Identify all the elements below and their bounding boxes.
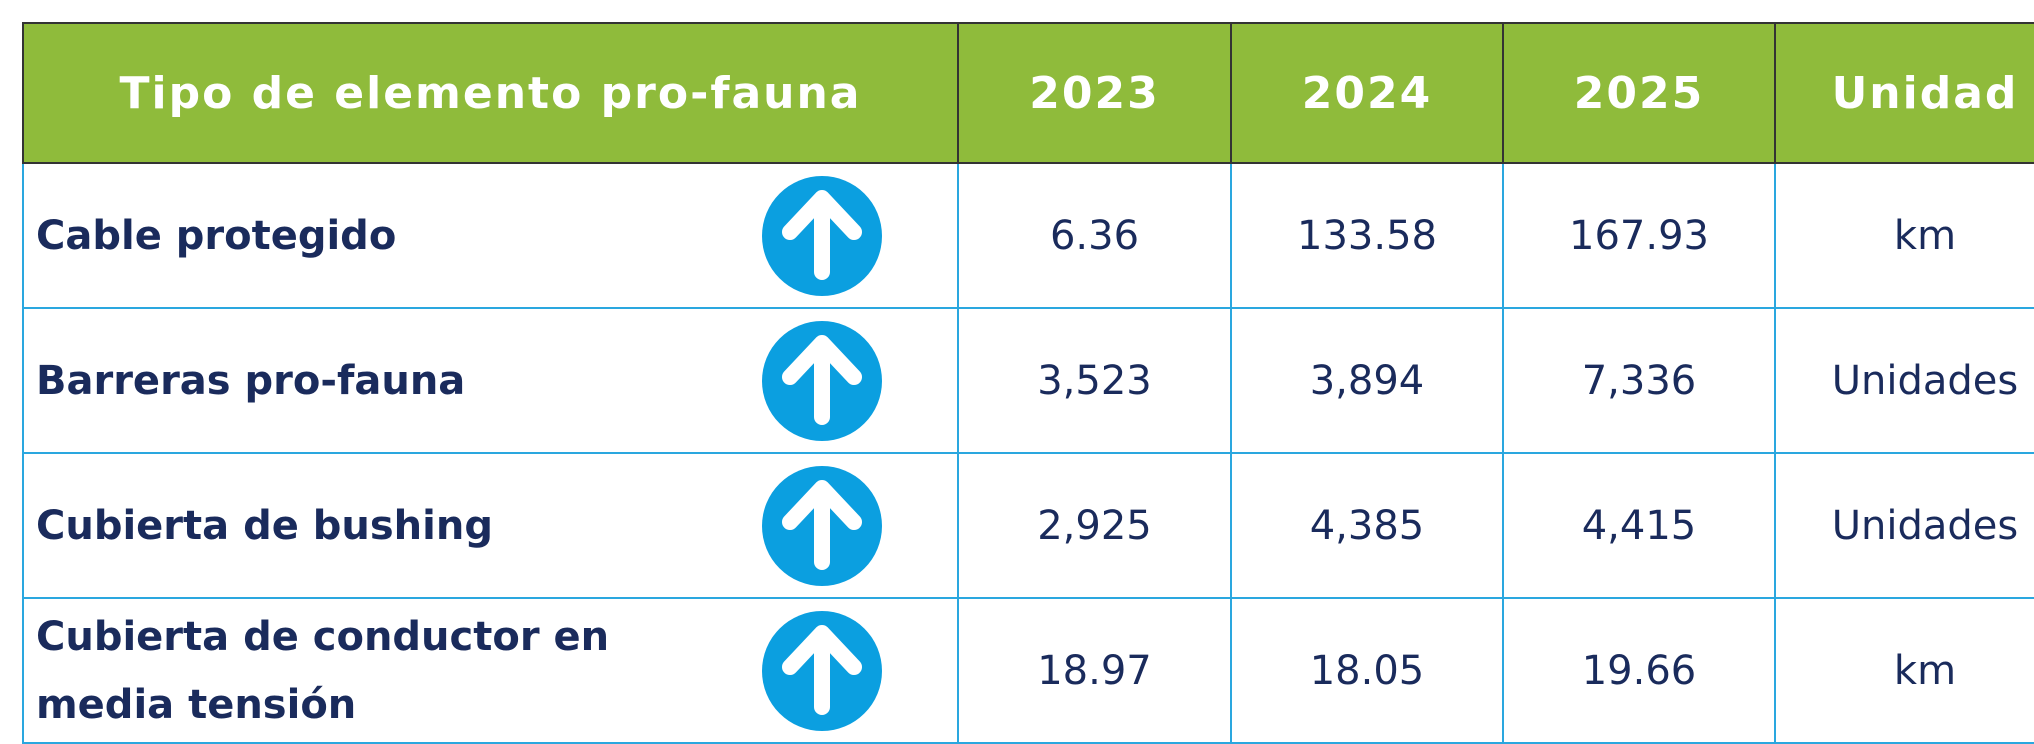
up-arrow-icon	[762, 320, 882, 441]
cell: Unidades	[1774, 452, 2034, 599]
data-table: Tipo de elemento pro-fauna 2023 2024 2025 Un…	[22, 22, 2034, 744]
cell: 6.36	[957, 162, 1232, 309]
row-label: Barreras pro-fauna	[22, 307, 959, 454]
cell: 3,523	[957, 307, 1232, 454]
row-label: Cubierta de conductor en media tensión	[22, 597, 959, 744]
cell: km	[1774, 597, 2034, 744]
cell: 167.93	[1502, 162, 1776, 309]
cell: 18.05	[1230, 597, 1504, 744]
cell: Unidades	[1774, 307, 2034, 454]
table-row: Barreras pro-fauna 3,523 3,894 7,336 Unidade…	[22, 307, 2034, 454]
cell: 18.97	[957, 597, 1232, 744]
header-cell: Tipo de elemento pro-fauna	[22, 22, 959, 164]
header-row: Tipo de elemento pro-fauna 2023 2024 2025 Un…	[22, 22, 2034, 164]
cell: 4,415	[1502, 452, 1776, 599]
header-cell: 2025	[1502, 22, 1776, 164]
cell: km	[1774, 162, 2034, 309]
up-arrow-icon	[762, 465, 882, 586]
row-label: Cubierta de bushing	[22, 452, 959, 599]
cell: 7,336	[1502, 307, 1776, 454]
up-arrow-icon	[762, 175, 882, 296]
up-arrow-icon	[762, 610, 882, 731]
table-body: Cable protegido 6.36 133.58 167.93 km Barrera…	[22, 162, 2034, 744]
page: Tipo de elemento pro-fauna 2023 2024 2025 Un…	[22, 22, 2034, 744]
table-row: Cubierta de conductor en media tensión 18…	[22, 597, 2034, 744]
cell: 133.58	[1230, 162, 1504, 309]
table-row: Cable protegido 6.36 133.58 167.93 km	[22, 162, 2034, 309]
header-cell: Unidad	[1774, 22, 2034, 164]
table-row: Cubierta de bushing 2,925 4,385 4,415 Unidad…	[22, 452, 2034, 599]
header-cell: 2023	[957, 22, 1232, 164]
row-label: Cable protegido	[22, 162, 959, 309]
cell: 19.66	[1502, 597, 1776, 744]
cell: 4,385	[1230, 452, 1504, 599]
header-cell: 2024	[1230, 22, 1504, 164]
cell: 3,894	[1230, 307, 1504, 454]
cell: 2,925	[957, 452, 1232, 599]
